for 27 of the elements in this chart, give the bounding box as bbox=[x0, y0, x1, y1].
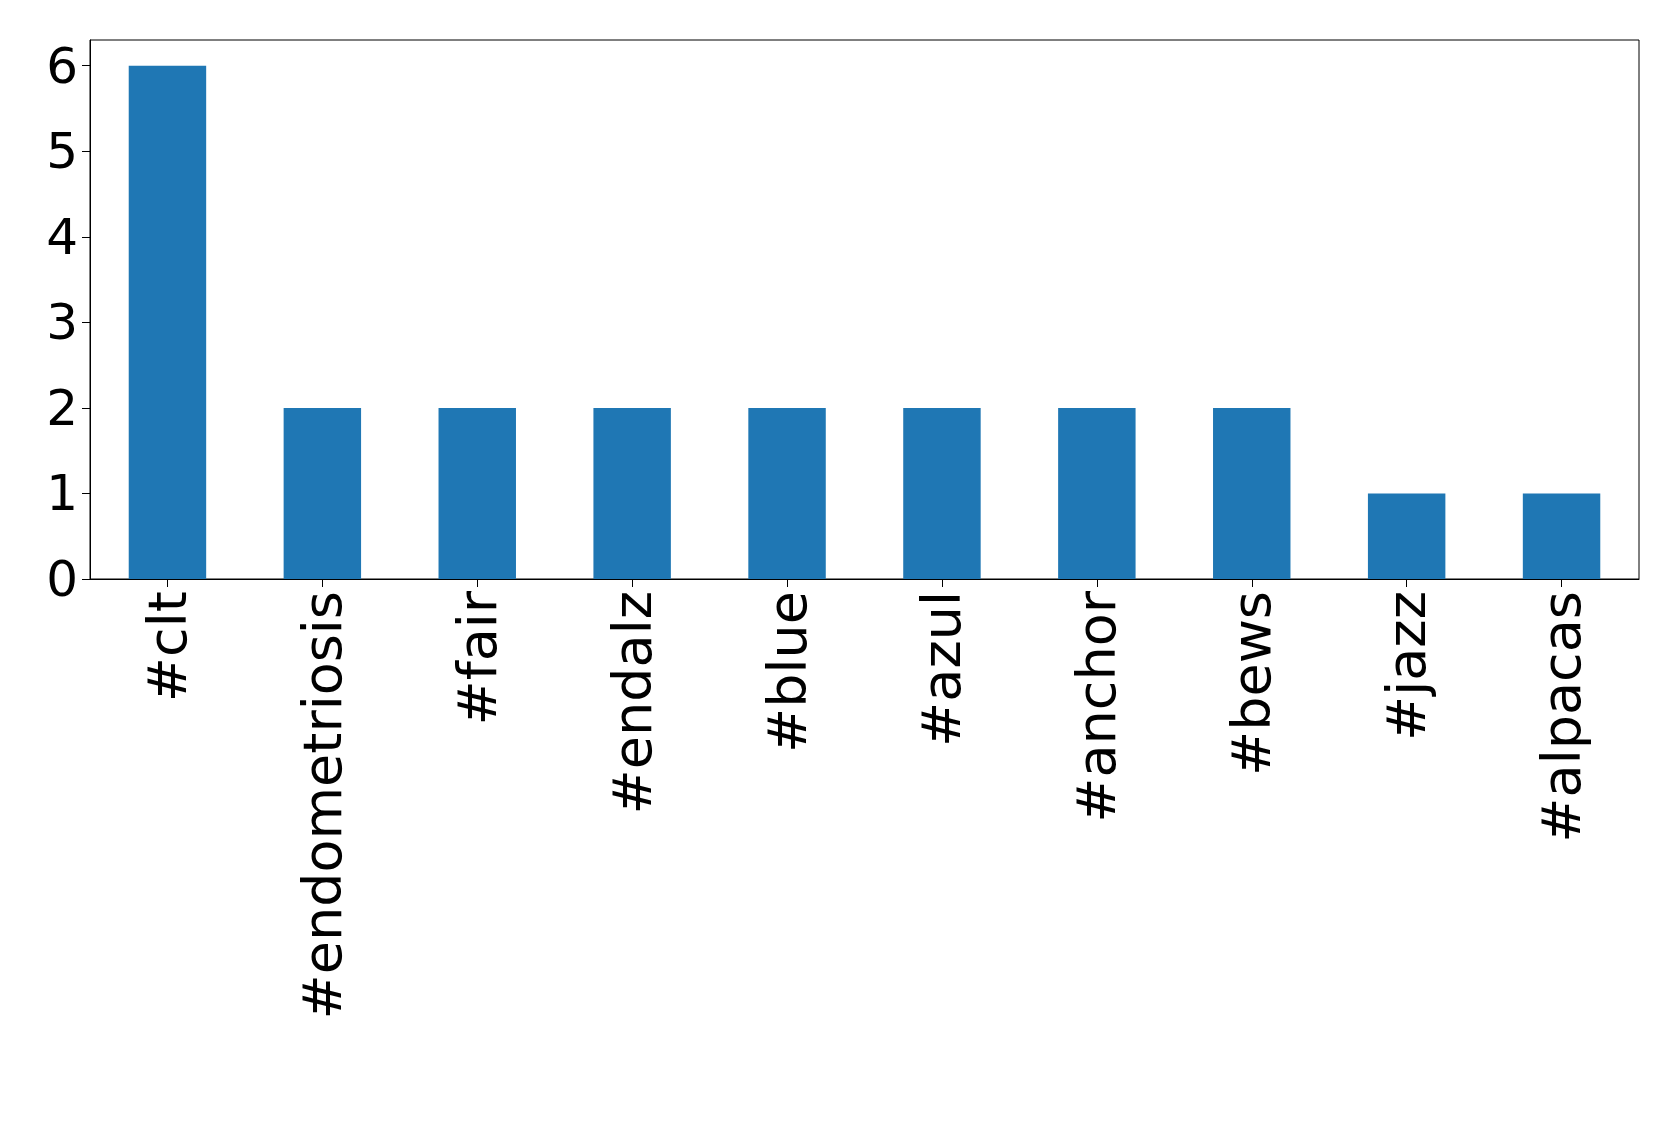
x-tick-label: #anchor bbox=[1065, 590, 1129, 823]
bar bbox=[903, 407, 981, 579]
y-tick-label: 0 bbox=[46, 550, 78, 608]
x-tick-label: #clt bbox=[135, 591, 199, 703]
x-tick-label: #alpacas bbox=[1530, 591, 1594, 843]
bar bbox=[438, 407, 516, 579]
x-tick-label: #blue bbox=[755, 591, 819, 753]
bar bbox=[283, 407, 362, 579]
bar bbox=[593, 407, 671, 579]
x-tick-label: #fair bbox=[445, 590, 509, 726]
x-tick-label: #bews bbox=[1220, 591, 1284, 777]
y-tick-label: 4 bbox=[46, 207, 78, 266]
x-tick-label: #jazz bbox=[1375, 591, 1439, 742]
bar bbox=[1367, 493, 1446, 579]
bar bbox=[1058, 407, 1136, 579]
y-tick-label: 2 bbox=[46, 378, 78, 437]
x-tick-label: #endalz bbox=[600, 591, 664, 815]
bar bbox=[128, 65, 207, 579]
y-tick-label: 5 bbox=[46, 122, 78, 181]
y-tick-label: 6 bbox=[46, 36, 78, 95]
x-tick-label: #azul bbox=[910, 591, 974, 747]
y-tick-label: 3 bbox=[46, 293, 78, 352]
bar bbox=[748, 407, 826, 579]
bar bbox=[1213, 407, 1291, 579]
bar bbox=[1522, 493, 1601, 579]
y-tick-label: 1 bbox=[46, 464, 78, 523]
x-tick-label: #endometriosis bbox=[290, 591, 354, 1020]
